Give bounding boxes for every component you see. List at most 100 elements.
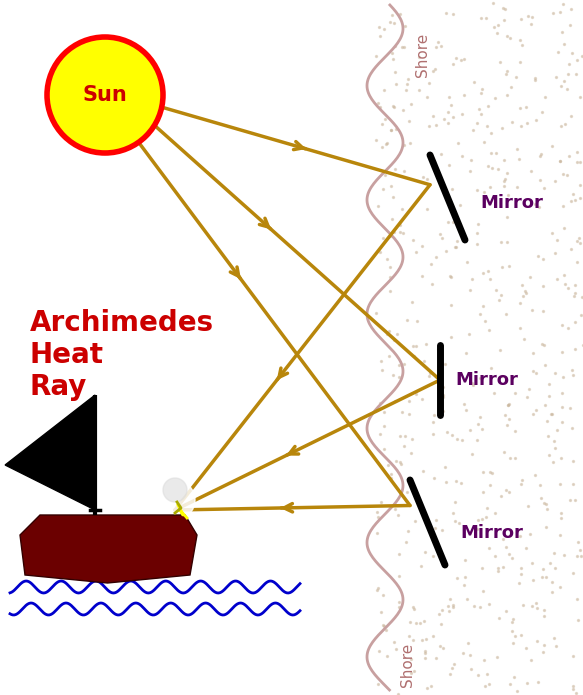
Point [484, 324, 494, 335]
Point [444, 91, 454, 102]
Point [539, 610, 549, 621]
Point [517, 279, 526, 291]
Point [511, 72, 521, 83]
Point [447, 100, 456, 111]
Point [420, 648, 430, 659]
Point [371, 308, 381, 319]
Point [438, 389, 448, 400]
Point [517, 40, 526, 51]
Point [385, 231, 395, 242]
Point [451, 52, 461, 63]
Point [395, 571, 404, 582]
Point [517, 562, 526, 573]
Point [484, 679, 494, 690]
Point [458, 434, 467, 445]
Point [371, 50, 381, 61]
Point [575, 179, 583, 190]
Point [501, 541, 511, 552]
Polygon shape [20, 515, 197, 583]
Point [407, 434, 416, 445]
Point [461, 347, 470, 358]
Point [469, 76, 478, 88]
Point [538, 338, 547, 350]
Point [462, 256, 471, 268]
Point [537, 106, 546, 117]
Point [434, 365, 443, 376]
Point [377, 496, 386, 507]
Point [515, 322, 525, 334]
Point [451, 516, 460, 527]
Point [409, 351, 419, 362]
Point [562, 83, 571, 95]
Point [509, 671, 518, 682]
Point [415, 51, 424, 63]
Point [578, 339, 583, 350]
Point [532, 368, 541, 379]
Point [443, 216, 452, 227]
Point [539, 281, 548, 292]
Text: Mirror: Mirror [455, 371, 518, 389]
Point [501, 309, 511, 320]
Point [574, 232, 583, 243]
Point [390, 226, 399, 237]
Point [373, 584, 382, 596]
Point [424, 78, 434, 89]
Point [404, 409, 413, 420]
Point [567, 47, 576, 58]
Point [395, 602, 404, 613]
Point [389, 637, 399, 648]
Point [529, 348, 538, 359]
Point [494, 612, 503, 623]
Point [571, 194, 580, 205]
Point [553, 273, 562, 284]
Point [380, 407, 389, 418]
Point [493, 163, 503, 174]
Point [409, 341, 418, 352]
Point [499, 446, 508, 457]
Point [411, 341, 420, 352]
Point [556, 156, 565, 167]
Point [497, 490, 506, 501]
Point [439, 642, 448, 653]
Point [451, 475, 461, 486]
Point [577, 292, 583, 303]
Point [417, 270, 427, 281]
Point [535, 201, 544, 212]
Point [572, 594, 581, 605]
Point [531, 115, 540, 126]
Point [548, 7, 557, 18]
Point [540, 339, 549, 350]
Point [429, 473, 438, 484]
Point [563, 170, 572, 181]
Point [557, 416, 567, 427]
Point [510, 452, 519, 463]
Point [508, 638, 518, 649]
Point [477, 514, 487, 525]
Point [519, 333, 528, 344]
Point [420, 355, 429, 366]
Point [547, 140, 557, 152]
Point [382, 254, 391, 265]
Point [441, 245, 451, 256]
Point [556, 155, 565, 166]
Point [571, 287, 580, 298]
Point [498, 534, 508, 545]
Point [467, 155, 476, 166]
Point [525, 384, 534, 395]
Point [500, 174, 510, 185]
Point [403, 79, 412, 90]
Point [469, 600, 478, 612]
Point [447, 430, 456, 441]
Point [445, 159, 454, 170]
Point [507, 116, 517, 127]
Point [547, 576, 557, 587]
Point [504, 414, 514, 425]
Point [389, 101, 399, 112]
Point [569, 568, 578, 579]
Point [372, 135, 381, 146]
Point [451, 242, 461, 253]
Point [382, 138, 392, 149]
Point [386, 271, 395, 282]
Point [403, 315, 412, 326]
Point [491, 285, 501, 296]
